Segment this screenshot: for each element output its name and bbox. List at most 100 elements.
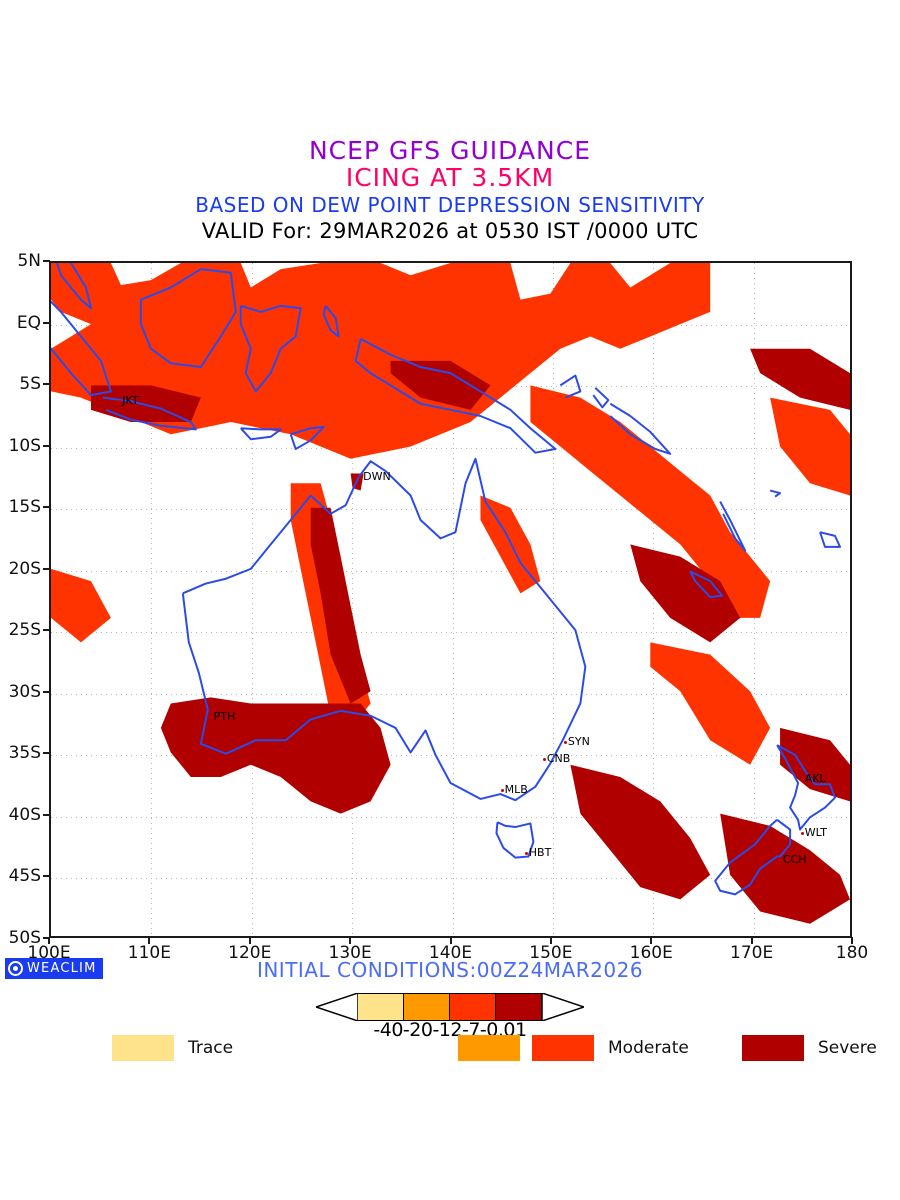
city-label-cch: CCH (782, 852, 807, 866)
coastline (240, 427, 282, 441)
coastline (51, 300, 112, 397)
legend-swatch-moderate (532, 1035, 594, 1061)
legend-label-moderate: Moderate (608, 1038, 689, 1058)
title-line-4-valid-time: VALID For: 29MAR2026 at 0530 IST /0000 U… (201, 219, 699, 243)
city-marker-mlb (500, 788, 504, 792)
icing-region-severe (90, 385, 201, 423)
y-axis-tick-label: 35S (8, 743, 41, 764)
x-axis-tick-mark (750, 937, 753, 944)
icing-region-moderate (770, 397, 850, 496)
icing-contour-map (51, 263, 850, 936)
icing-region-severe (310, 507, 371, 704)
x-axis-tick-mark (349, 937, 352, 944)
icing-region-severe (180, 703, 221, 741)
coastline (559, 374, 582, 399)
severity-legend: TraceLightModerateSevere (0, 1035, 900, 1065)
legend-swatch-severe (742, 1035, 804, 1061)
city-marker-pth (209, 716, 213, 720)
city-marker-jkt (118, 399, 122, 403)
gridline-horizontal (51, 632, 850, 634)
legend-item-severe: Severe (742, 1035, 877, 1061)
coastline (322, 305, 340, 338)
legend-swatch-trace (112, 1035, 174, 1061)
y-axis-tick-label: 45S (8, 866, 41, 887)
gridline-horizontal (51, 816, 850, 818)
city-marker-syn (563, 740, 567, 744)
legend-item-moderate: Moderate (532, 1035, 689, 1061)
gridline-horizontal (51, 878, 850, 880)
y-axis-tick-label: 20S (8, 558, 41, 579)
y-axis-tick-label: 25S (8, 620, 41, 641)
y-axis-tick-label: 15S (8, 497, 41, 518)
title-line-2: ICING AT 3.5KM (345, 163, 555, 192)
colorbar: -40-20-12-7-0.01 (0, 993, 900, 1041)
coastline (139, 268, 237, 368)
city-label-dwn: DWN (363, 470, 391, 484)
gridline-vertical (352, 263, 354, 936)
y-axis-tick-label: 10S (8, 435, 41, 456)
coastline (776, 744, 836, 831)
weaclim-badge: WEACLIM (5, 958, 103, 979)
y-axis-tick-label: EQ (16, 312, 41, 333)
icing-region-severe (160, 697, 391, 814)
coastline (592, 387, 610, 409)
city-label-pth: PTH (213, 710, 236, 724)
icing-region-severe (720, 813, 850, 924)
colorbar-arrow-right (542, 993, 584, 1021)
title-line-3: BASED ON DEW POINT DEPRESSION SENSITIVIT… (195, 193, 705, 217)
gridline-horizontal (51, 693, 850, 695)
city-marker-hbt (524, 851, 528, 855)
x-axis-tick-mark (48, 937, 50, 944)
map-plot-area[interactable]: JKT DWN PTH SYN CNB MLB HBT AKL WLT CCH (49, 261, 852, 938)
city-marker-akl (800, 777, 804, 781)
y-axis-tick-label: 40S (8, 804, 41, 825)
legend-item-trace: Trace (112, 1035, 233, 1061)
icing-region-moderate (530, 385, 771, 618)
x-axis-tick-mark (248, 937, 251, 944)
coastline (55, 263, 92, 310)
gridline-vertical (251, 263, 253, 936)
title-line-1: NCEP GFS GUIDANCE (308, 136, 591, 165)
city-label-mlb: MLB (504, 782, 528, 796)
legend-label-severe: Severe (818, 1038, 877, 1058)
weaclim-circle-icon (8, 961, 23, 976)
colorbar-cell-2 (449, 993, 496, 1021)
city-marker-cch (778, 858, 782, 862)
icing-region-moderate (51, 263, 711, 459)
city-marker-dwn (359, 476, 363, 480)
colorbar-cell-1 (403, 993, 450, 1021)
colorbar-strip (316, 993, 584, 1021)
city-label-jkt: JKT (122, 393, 139, 407)
y-axis-tick-label: 50S (8, 928, 41, 948)
icing-region-moderate (650, 642, 771, 765)
gridline-horizontal (51, 755, 850, 757)
gridline-horizontal (51, 447, 850, 449)
coastline (289, 425, 325, 450)
colorbar-cell-0 (357, 993, 404, 1021)
x-axis-tick-mark (148, 937, 151, 944)
icing-region-severe (750, 348, 850, 410)
x-axis-tick-mark (449, 937, 452, 944)
coastline (495, 821, 535, 859)
title-block: NCEP GFS GUIDANCE ICING AT 3.5KM BASED O… (0, 138, 900, 244)
legend-swatch-light (458, 1035, 520, 1061)
city-label-cnb: CNB (546, 752, 571, 766)
weaclim-label: WEACLIM (27, 961, 97, 976)
coastline (609, 402, 672, 455)
gridline-vertical (452, 263, 454, 936)
coastline (719, 501, 747, 552)
colorbar-arrow-left (316, 993, 358, 1021)
coastline (181, 457, 587, 802)
icing-region-severe (780, 727, 850, 802)
gridline-vertical (552, 263, 554, 936)
legend-label-trace: Trace (188, 1038, 234, 1058)
coastline (102, 396, 197, 431)
icing-region-severe (390, 360, 491, 410)
city-label-wlt: WLT (804, 825, 828, 839)
coastline (354, 337, 557, 454)
city-label-akl: AKL (804, 771, 826, 785)
gridline-horizontal (51, 570, 850, 572)
coastline (689, 570, 724, 599)
icing-region-severe (570, 764, 711, 900)
icing-region-moderate (51, 568, 111, 643)
